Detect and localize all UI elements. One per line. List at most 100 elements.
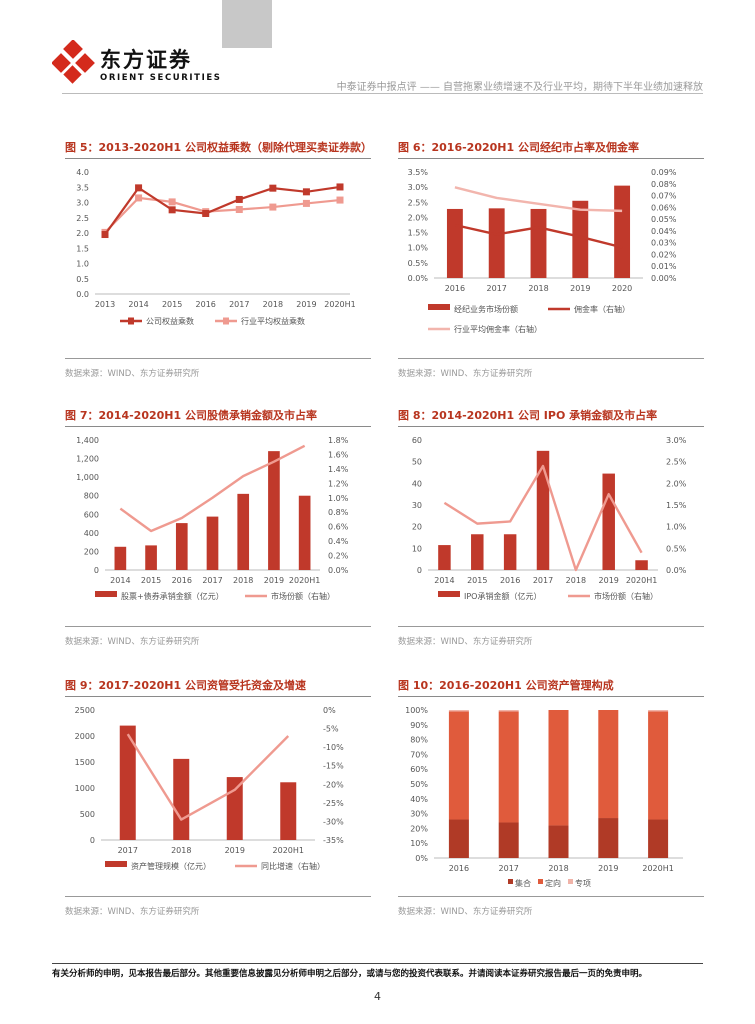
y2-tick-label: 0.5% — [666, 544, 687, 553]
y-tick-label: 0.5 — [76, 275, 89, 284]
figure-10: 图 10：2016-2020H1 公司资产管理构成 0% 10% 20% 30% 40%… — [398, 678, 704, 918]
footer-disclaimer: 有关分析师的申明，见本报告最后部分。其他重要信息披露见分析师申明之后部分，或请与… — [52, 969, 648, 979]
x-tick-label: 2015 — [162, 300, 182, 309]
x-tick-label: 2018 — [233, 576, 253, 585]
x-tick-label: 2017 — [533, 576, 553, 585]
bar — [635, 560, 648, 570]
figure-8: 图 8：2014-2020H1 公司 IPO 承销金额及市占率 0 10 20 30 4… — [398, 408, 704, 648]
bar — [536, 450, 550, 570]
legend-label: 股票+债券承销金额（亿元） — [121, 591, 224, 601]
underwriting-chart: 0 200 400 600 800 1,000 1,200 1,400 0.0% 0.2% 0.4%… — [76, 436, 349, 601]
bar — [268, 451, 280, 570]
stacked-bar-segment — [448, 711, 469, 820]
logo-mark-icon — [52, 40, 95, 84]
y-tick-label: 400 — [84, 529, 99, 538]
y2-tick-label: 2.0% — [666, 479, 687, 488]
bar — [503, 534, 517, 570]
y-tick-label: 50 — [412, 458, 422, 467]
figure-source: 数据来源：WIND、东方证券研究所 — [65, 626, 371, 647]
y2-tick-label: 0.03% — [651, 239, 677, 248]
bar — [602, 473, 615, 570]
legend-label: 市场份额（右轴） — [594, 591, 658, 601]
x-tick-label: 2017 — [118, 846, 138, 855]
y2-tick-label: -25% — [323, 799, 344, 808]
y-tick-label: 70% — [410, 750, 428, 759]
y-tick-label: 100% — [405, 706, 428, 715]
y2-tick-label: 0% — [323, 706, 336, 715]
legend-swatch — [95, 591, 117, 597]
x-tick-label: 2015 — [467, 576, 487, 585]
stacked-bar-segment — [548, 710, 569, 826]
header-divider — [62, 93, 703, 94]
x-tick-label: 2019 — [225, 846, 245, 855]
legend-swatch — [438, 591, 460, 597]
y-tick-label: 0 — [90, 836, 95, 845]
legend-label: 资产管理规模（亿元） — [131, 861, 211, 871]
legend-swatch — [568, 879, 573, 884]
y-tick-label: 1500 — [75, 758, 95, 767]
x-tick-label: 2018 — [528, 284, 548, 293]
x-tick-label: 2016 — [445, 284, 465, 293]
legend-label: 行业平均佣金率（右轴） — [454, 324, 542, 334]
x-tick-label: 2019 — [264, 576, 284, 585]
y2-tick-label: -15% — [323, 762, 344, 771]
legend-label: 同比增速（右轴） — [261, 861, 325, 871]
y2-tick-label: 0.08% — [651, 180, 677, 189]
figure-title: 图 7：2014-2020H1 公司股债承销金额及市占率 — [65, 408, 371, 427]
y-tick-label: 30% — [410, 810, 428, 819]
legend-label: 佣金率（右轴） — [574, 304, 630, 314]
legend-label: 集合 — [515, 878, 531, 888]
y2-tick-label: -5% — [323, 725, 339, 734]
y2-tick-label: 0.2% — [328, 552, 349, 561]
x-tick-label: 2019 — [598, 864, 618, 873]
y-tick-label: 10% — [410, 839, 428, 848]
figure-source: 数据来源：WIND、东方证券研究所 — [398, 896, 704, 917]
company-logo: 东方证券 ORIENT SECURITIES — [52, 40, 220, 88]
y-tick-label: 30 — [412, 501, 422, 510]
y-tick-label: 3.0 — [76, 199, 89, 208]
legend-swatch — [428, 304, 450, 310]
y2-tick-label: 1.0% — [666, 523, 687, 532]
y2-tick-label: 1.8% — [328, 436, 349, 445]
y2-tick-label: 0.07% — [651, 192, 677, 201]
y-tick-label: 1.5 — [76, 244, 89, 253]
data-point — [101, 231, 109, 239]
figure-source: 数据来源：WIND、东方证券研究所 — [65, 896, 371, 917]
x-tick-label: 2015 — [141, 576, 161, 585]
x-tick-label: 2014 — [128, 300, 148, 309]
data-point — [168, 198, 176, 206]
y-tick-label: 50% — [410, 780, 428, 789]
data-point — [336, 196, 344, 204]
y-tick-label: 4.0 — [76, 168, 89, 177]
data-point — [269, 203, 277, 211]
bar — [175, 523, 188, 570]
y2-tick-label: 0.0% — [666, 566, 687, 575]
figure-6: 图 6：2016-2020H1 公司经纪市占率及佣金率 0.0% 0.5% 1.0%… — [398, 140, 704, 380]
y-tick-label: 20 — [412, 523, 422, 532]
y-tick-label: 40 — [412, 479, 422, 488]
y-tick-label: 20% — [410, 824, 428, 833]
y2-tick-label: 1.0% — [328, 494, 349, 503]
figure-title: 图 8：2014-2020H1 公司 IPO 承销金额及市占率 — [398, 408, 704, 427]
legend-label: IPO承销金额（亿元） — [464, 591, 541, 601]
y2-tick-label: 2.5% — [666, 458, 687, 467]
y-tick-label: 60 — [412, 436, 422, 445]
figure-5: 图 5：2013-2020H1 公司权益乘数（剔除代理买卖证券款） 0.0 0.5… — [65, 140, 371, 380]
y-tick-label: 0 — [417, 566, 422, 575]
logo-english-name: ORIENT SECURITIES — [100, 73, 222, 83]
x-tick-label: 2019 — [570, 284, 590, 293]
x-tick-label: 2020H1 — [642, 864, 673, 873]
bar — [298, 495, 311, 570]
x-tick-label: 2020H1 — [626, 576, 657, 585]
data-point — [302, 188, 310, 196]
asset-management-composition-chart: 0% 10% 20% 30% 40% 50% 60% 70% 80% 90% 100% 2016 201… — [405, 706, 683, 888]
stacked-bar-segment — [448, 819, 469, 858]
y2-tick-label: 0.05% — [651, 215, 677, 224]
data-point — [168, 206, 176, 214]
y-tick-label: 1000 — [75, 784, 95, 793]
y2-tick-label: 0.4% — [328, 537, 349, 546]
y2-tick-label: 0.0% — [328, 566, 349, 575]
series-line — [104, 185, 341, 236]
logo-chinese-name: 东方证券 — [100, 48, 192, 72]
stacked-bar-segment — [498, 822, 519, 858]
